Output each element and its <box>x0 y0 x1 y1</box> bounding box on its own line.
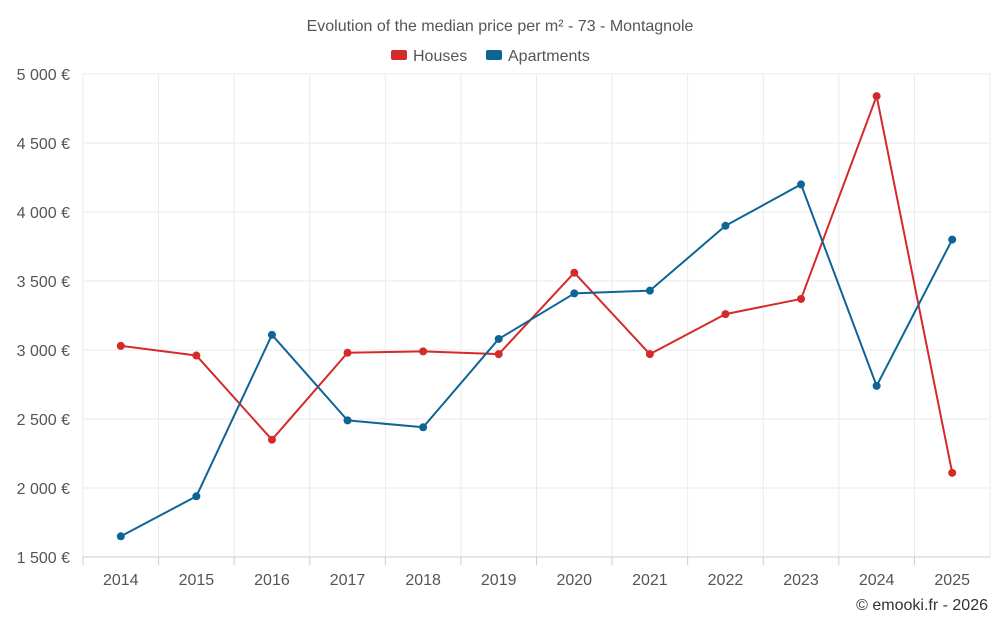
legend[interactable]: Houses Apartments <box>391 48 590 65</box>
data-point-houses[interactable] <box>645 350 654 359</box>
data-point-apartments[interactable] <box>948 235 957 244</box>
data-point-apartments[interactable] <box>721 221 730 230</box>
series-line-apartments <box>120 183 954 538</box>
chart-title: Evolution of the median price per m² - 7… <box>307 18 694 35</box>
data-point-houses[interactable] <box>192 351 201 360</box>
data-point-houses[interactable] <box>494 350 503 359</box>
series-line-houses <box>120 95 954 474</box>
data-point-apartments[interactable] <box>797 180 806 189</box>
data-point-houses[interactable] <box>721 310 730 319</box>
y-tick-label: 4 500 € <box>17 136 70 153</box>
data-point-apartments[interactable] <box>267 330 276 339</box>
data-point-houses[interactable] <box>570 268 579 277</box>
y-tick-label: 3 000 € <box>17 343 70 360</box>
x-tick-label: 2024 <box>859 572 895 589</box>
series-layer <box>116 92 957 541</box>
x-tick-label: 2014 <box>103 572 139 589</box>
legend-label-apartments: Apartments <box>508 48 590 65</box>
x-tick-label: 2021 <box>632 572 668 589</box>
data-point-apartments[interactable] <box>570 289 579 298</box>
legend-item-houses[interactable]: Houses <box>391 48 467 65</box>
x-tick-label: 2018 <box>405 572 441 589</box>
x-tick-label: 2019 <box>481 572 517 589</box>
x-tick-label: 2015 <box>179 572 215 589</box>
x-tick-label: 2017 <box>330 572 366 589</box>
x-tick-label: 2023 <box>783 572 819 589</box>
data-point-apartments[interactable] <box>494 334 503 343</box>
y-tick-label: 4 000 € <box>17 205 70 222</box>
data-point-apartments[interactable] <box>872 381 881 390</box>
data-point-apartments[interactable] <box>419 423 428 432</box>
y-tick-label: 3 500 € <box>17 274 70 291</box>
axis-layer: 1 500 € 2 000 € 2 500 € 3 000 € 3 500 € 4 000… <box>17 67 990 589</box>
legend-item-apartments[interactable]: Apartments <box>486 48 590 65</box>
x-tick-label: 2016 <box>254 572 290 589</box>
data-point-houses[interactable] <box>872 92 881 101</box>
data-point-apartments[interactable] <box>645 286 654 295</box>
legend-label-houses: Houses <box>413 48 467 65</box>
x-tick-label: 2025 <box>934 572 970 589</box>
legend-swatch-apartments <box>486 50 502 60</box>
data-point-houses[interactable] <box>419 347 428 356</box>
x-tick-label: 2020 <box>556 572 592 589</box>
y-tick-label: 5 000 € <box>17 67 70 84</box>
data-point-apartments[interactable] <box>192 492 201 501</box>
data-point-apartments[interactable] <box>116 532 125 541</box>
x-tick-label: 2022 <box>708 572 744 589</box>
credit-text: © emooki.fr - 2026 <box>856 597 988 614</box>
data-point-houses[interactable] <box>948 468 957 477</box>
data-point-houses[interactable] <box>797 294 806 303</box>
y-tick-label: 2 000 € <box>17 481 70 498</box>
data-point-houses[interactable] <box>343 348 352 357</box>
y-tick-label: 2 500 € <box>17 412 70 429</box>
data-point-apartments[interactable] <box>343 416 352 425</box>
legend-swatch-houses <box>391 50 407 60</box>
grid-layer <box>82 73 991 557</box>
y-tick-label: 1 500 € <box>17 550 70 567</box>
data-point-houses[interactable] <box>116 341 125 350</box>
data-point-houses[interactable] <box>267 435 276 444</box>
